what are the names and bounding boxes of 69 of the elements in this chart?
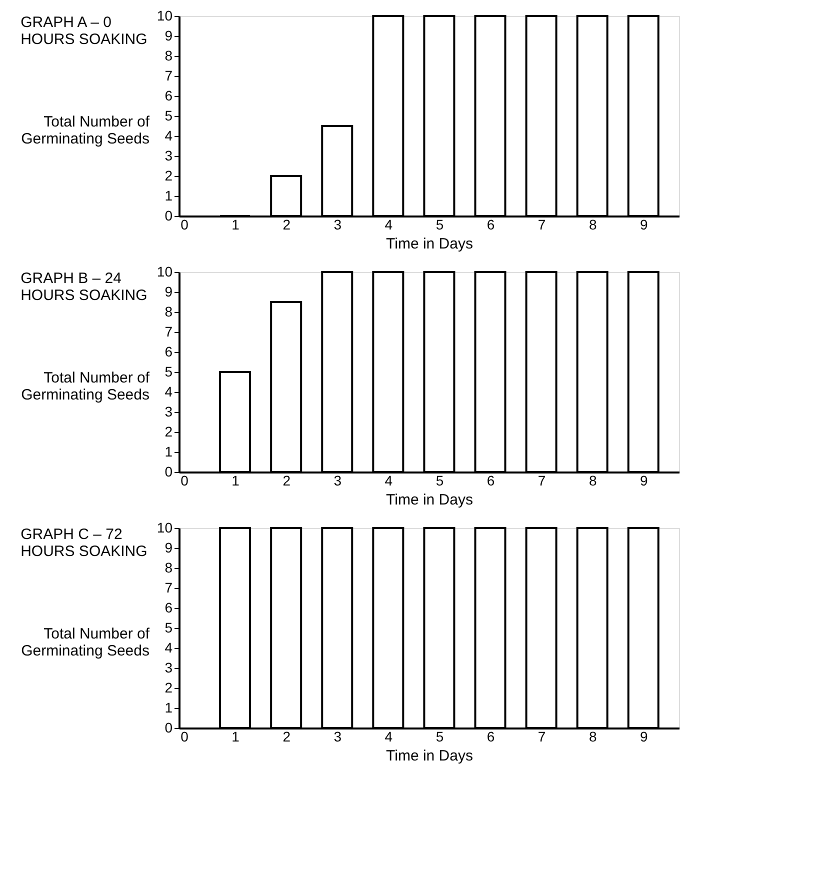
y-tick-label: 6 xyxy=(164,344,173,360)
x-tick-label: 7 xyxy=(538,216,546,232)
x-tick-label: 1 xyxy=(232,472,240,488)
x-tick-label: 0 xyxy=(180,216,189,232)
x-tick-label: 3 xyxy=(334,728,342,744)
y-tick-label: 10 xyxy=(156,264,173,280)
y-tick-label: 9 xyxy=(164,540,173,556)
y-tick-label: 10 xyxy=(156,520,173,536)
y-tick-label: 5 xyxy=(164,108,173,124)
x-tick-label: 3 xyxy=(334,216,342,232)
x-axis-title: Time in Days xyxy=(386,492,473,508)
x-tick-label: 9 xyxy=(640,216,648,232)
x-tick-label: 9 xyxy=(640,728,648,744)
y-tick-label: 6 xyxy=(164,600,173,616)
chart-title: GRAPH C – 72 HOURS SOAKING xyxy=(20,526,148,560)
y-tick-label: 7 xyxy=(164,580,173,596)
x-tick-label: 7 xyxy=(538,728,546,744)
x-tick-label: 1 xyxy=(232,216,240,232)
y-axis-title: Total Number of Germinating Seeds xyxy=(21,626,150,660)
y-tick-label: 7 xyxy=(164,68,173,84)
x-tick-label: 6 xyxy=(486,216,495,232)
y-axis-title: Total Number of Germinating Seeds xyxy=(21,370,150,404)
x-axis-title: Time in Days xyxy=(386,236,473,252)
y-tick-label: 3 xyxy=(164,660,173,676)
x-tick-label: 3 xyxy=(334,472,342,488)
chart-title: GRAPH B – 24 HOURS SOAKING xyxy=(20,270,148,304)
x-tick-label: 4 xyxy=(384,728,393,744)
x-tick-label: 8 xyxy=(588,728,597,744)
y-tick-label: 1 xyxy=(164,444,173,460)
y-tick-label: 9 xyxy=(164,284,173,300)
x-tick-label: 0 xyxy=(180,472,189,488)
x-tick-label: 8 xyxy=(588,216,597,232)
y-tick-label: 8 xyxy=(164,48,173,64)
y-tick-label: 7 xyxy=(164,324,173,340)
y-tick-label: 2 xyxy=(164,168,173,184)
x-tick-label: 5 xyxy=(436,472,444,488)
chart-title: GRAPH A – 0 HOURS SOAKING xyxy=(20,14,148,48)
x-tick-label: 4 xyxy=(384,472,393,488)
x-tick-label: 2 xyxy=(282,728,291,744)
y-tick-label: 9 xyxy=(164,28,173,44)
x-tick-label: 4 xyxy=(384,216,393,232)
x-tick-label: 6 xyxy=(486,728,495,744)
y-axis-title: Total Number of Germinating Seeds xyxy=(21,114,150,148)
x-tick-label: 2 xyxy=(282,216,291,232)
x-tick-label: 7 xyxy=(538,472,546,488)
x-tick-label: 0 xyxy=(180,728,189,744)
x-tick-label: 6 xyxy=(486,472,495,488)
y-tick-label: 4 xyxy=(164,128,173,144)
x-tick-label: 5 xyxy=(436,216,444,232)
y-tick-label: 4 xyxy=(164,384,173,400)
y-tick-label: 5 xyxy=(164,364,173,380)
x-tick-label: 5 xyxy=(436,728,444,744)
y-tick-label: 2 xyxy=(164,680,173,696)
y-tick-label: 5 xyxy=(164,620,173,636)
y-tick-label: 3 xyxy=(164,404,173,420)
y-tick-label: 1 xyxy=(164,700,173,716)
x-tick-label: 8 xyxy=(588,472,597,488)
x-tick-label: 1 xyxy=(232,728,240,744)
y-tick-label: 4 xyxy=(164,640,173,656)
y-tick-label: 8 xyxy=(164,560,173,576)
y-tick-label: 1 xyxy=(164,188,173,204)
y-tick-label: 3 xyxy=(164,148,173,164)
y-tick-label: 8 xyxy=(164,304,173,320)
x-tick-label: 9 xyxy=(640,472,648,488)
y-tick-label: 2 xyxy=(164,424,173,440)
x-axis-title: Time in Days xyxy=(386,748,473,764)
x-tick-label: 2 xyxy=(282,472,291,488)
y-tick-label: 6 xyxy=(164,88,173,104)
y-tick-label: 10 xyxy=(156,8,173,24)
